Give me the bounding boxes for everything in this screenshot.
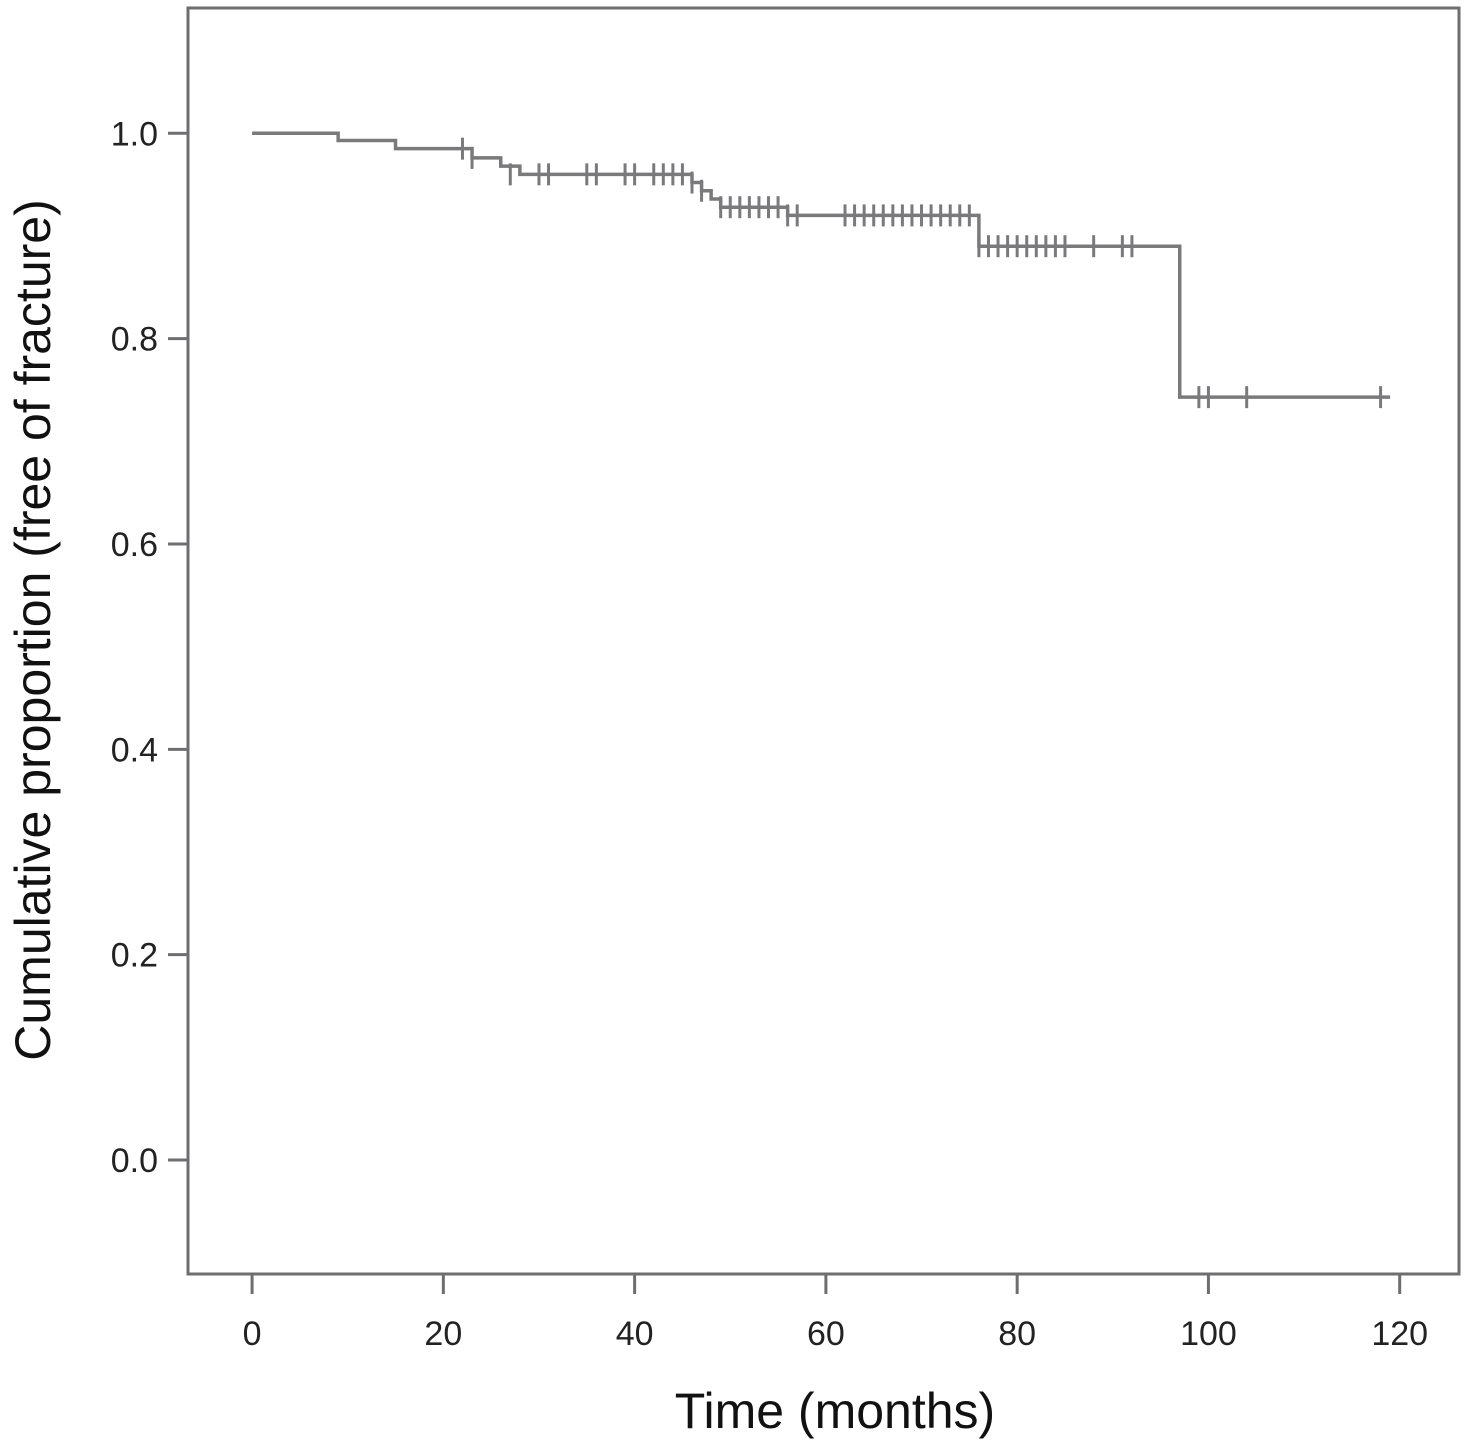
- plot-frame: [186, 6, 1461, 1276]
- y-tick-label: 0.0: [111, 1142, 158, 1180]
- x-tick-label: 100: [1180, 1315, 1237, 1353]
- y-tick-label: 0.6: [111, 526, 158, 564]
- x-tick-label: 0: [243, 1315, 262, 1353]
- x-tick-label: 120: [1371, 1315, 1428, 1353]
- x-tick-label: 80: [998, 1315, 1036, 1353]
- y-axis-title: Cumulative proportion (free of fracture): [5, 199, 61, 1060]
- x-axis: 0 20 40 60 80 100 120: [243, 1274, 1428, 1353]
- y-tick-label: 0.4: [111, 731, 158, 769]
- x-tick-label: 20: [424, 1315, 462, 1353]
- x-axis-title: Time (months): [675, 1383, 995, 1439]
- y-tick-label: 1.0: [111, 115, 158, 153]
- survival-curve: [252, 131, 1391, 399]
- x-tick-label: 60: [807, 1315, 845, 1353]
- y-axis: 0.0 0.2 0.4 0.6 0.8 1.0: [111, 115, 188, 1180]
- y-tick-label: 0.2: [111, 937, 158, 975]
- x-tick-label: 40: [616, 1315, 654, 1353]
- y-tick-label: 0.8: [111, 321, 158, 359]
- series-layer: [252, 131, 1391, 409]
